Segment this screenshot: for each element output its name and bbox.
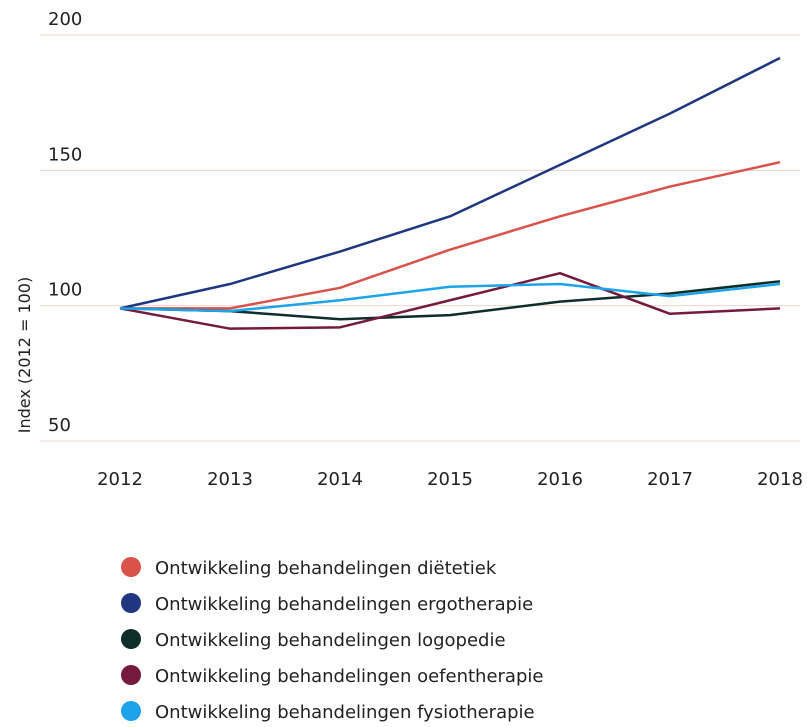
x-tick-label: 2012 [97, 469, 143, 490]
legend-label: Ontwikkeling behandelingen fysiotherapie [155, 702, 535, 723]
x-tick-label: 2014 [317, 469, 363, 490]
series-line [119, 56, 781, 310]
series-line [120, 160, 781, 310]
y-tick-label: 200 [48, 9, 82, 30]
x-tick-label: 2018 [757, 469, 803, 490]
series-line [119, 282, 781, 313]
legend-label: Ontwikkeling behandelingen ergotherapie [155, 594, 533, 615]
y-tick-label: 50 [48, 415, 71, 436]
legend-marker [121, 665, 141, 685]
legend-marker [121, 701, 141, 721]
legend-marker [121, 557, 141, 577]
y-tick-label: 150 [48, 144, 82, 165]
x-tick-label: 2013 [207, 469, 253, 490]
x-tick-label: 2015 [427, 469, 473, 490]
legend-label: Ontwikkeling behandelingen oefentherapie [155, 666, 543, 687]
legend-label: Ontwikkeling behandelingen logopedie [155, 630, 506, 651]
legend-label: Ontwikkeling behandelingen diëtetiek [155, 558, 497, 579]
legend-marker [121, 629, 141, 649]
x-tick-label: 2016 [537, 469, 583, 490]
y-axis-label: Index (2012 = 100) [15, 277, 34, 433]
series-line [119, 271, 781, 330]
x-tick-label: 2017 [647, 469, 693, 490]
legend-marker [121, 593, 141, 613]
y-tick-label: 100 [48, 280, 82, 301]
